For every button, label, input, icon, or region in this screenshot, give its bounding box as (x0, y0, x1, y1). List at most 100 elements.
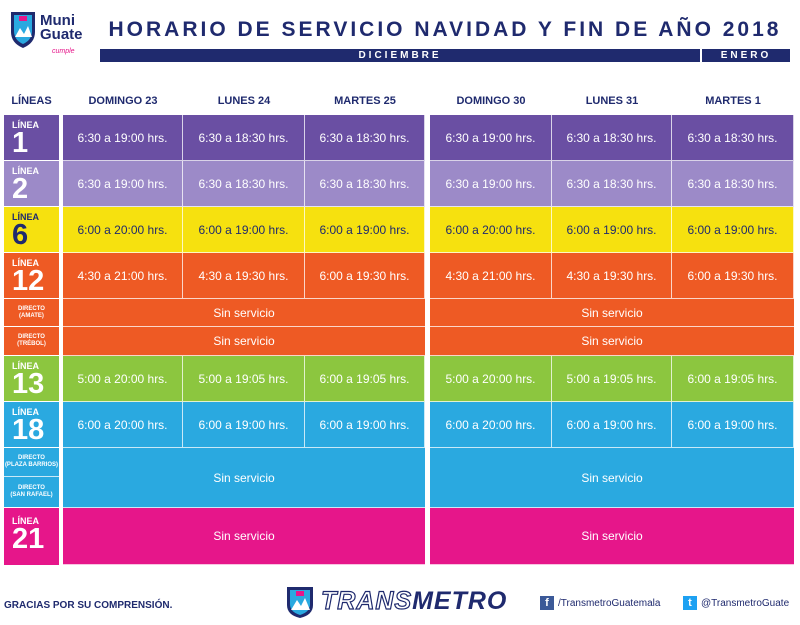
facebook-link[interactable]: f /TransmetroGuatemala (540, 596, 660, 610)
row-label-number: 6 (12, 219, 29, 251)
schedule-cell: 6:30 a 18:30 hrs. (183, 115, 305, 161)
row-label-linea-18: LÍNEA 18 (4, 402, 59, 447)
row-label-directo-amate: DIRECTO (AMATE) (4, 299, 59, 326)
month-bar-december: DICIEMBRE (100, 49, 700, 62)
column-header-domingo-23: DOMINGO 23 (88, 95, 158, 107)
row-label-number: 2 (12, 173, 29, 205)
no-service-cell: Sin servicio (63, 508, 425, 565)
month-bar-january: ENERO (702, 49, 790, 62)
schedule-cell: 6:00 a 20:00 hrs. (430, 402, 552, 448)
thanks-message: GRACIAS POR SU COMPRENSIÓN. (4, 600, 173, 611)
schedule-cell: 6:30 a 18:30 hrs. (672, 161, 794, 207)
row-label-small: DIRECTO (18, 485, 45, 491)
schedule-cell: 4:30 a 19:30 hrs. (552, 253, 672, 299)
schedule-cell: 6:00 a 19:30 hrs. (305, 253, 425, 299)
schedule-cell: 6:00 a 19:30 hrs. (672, 253, 794, 299)
page-title: HORARIO DE SERVICIO NAVIDAD Y FIN DE AÑO… (108, 18, 782, 41)
row-label-small: LÍNEA (12, 361, 39, 371)
schedule-cell: 6:00 a 19:00 hrs. (183, 402, 305, 448)
row-label-number: 21 (12, 523, 45, 555)
schedule-cell: 6:00 a 19:00 hrs. (552, 402, 672, 448)
schedule-cell: 6:00 a 20:00 hrs. (63, 207, 183, 253)
schedule-cell: 6:00 a 19:00 hrs. (183, 207, 305, 253)
row-label-small: DIRECTO (18, 455, 45, 461)
schedule-cell: 6:30 a 18:30 hrs. (552, 115, 672, 161)
row-label-number: 13 (12, 368, 45, 400)
no-service-cell: Sin servicio (430, 508, 794, 565)
row-label-small: (AMATE) (19, 312, 44, 319)
no-service-cell: Sin servicio (63, 327, 425, 356)
brand-trans: TRANS (320, 586, 413, 615)
row-label-small: LÍNEA (12, 258, 39, 268)
schedule-cell: 6:30 a 19:00 hrs. (63, 161, 183, 207)
no-service-cell: Sin servicio (63, 448, 425, 508)
twitter-handle: @TransmetroGuate (701, 597, 790, 609)
row-label-number: 1 (12, 127, 29, 159)
row-label-linea-1: LÍNEA 1 (4, 115, 59, 160)
brand-metro: METRO (412, 587, 508, 615)
row-label-small: DIRECTO (18, 305, 45, 312)
muniguate-logo: Muni Guate cumple (8, 10, 98, 66)
facebook-handle: /TransmetroGuatemala (558, 597, 661, 609)
schedule-cell: 6:00 a 19:00 hrs. (305, 402, 425, 448)
row-label-linea-6: LÍNEA 6 (4, 207, 59, 252)
row-label-small: LÍNEA (12, 516, 39, 526)
schedule-cell: 6:30 a 18:30 hrs. (672, 115, 794, 161)
no-service-cell: Sin servicio (63, 299, 425, 327)
row-label-small: (PLAZA BARRIOS) (4, 462, 59, 468)
row-label-directo-trebol: DIRECTO (TRÉBOL) (4, 327, 59, 355)
lines-column-header: LÍNEAS (11, 95, 52, 107)
munguate-shield-icon (11, 12, 35, 48)
no-service-cell: Sin servicio (430, 448, 794, 508)
schedule-cell: 6:00 a 19:00 hrs. (672, 402, 794, 448)
twitter-icon: t (683, 596, 697, 610)
schedule-cell: 6:30 a 18:30 hrs. (183, 161, 305, 207)
no-service-cell: Sin servicio (430, 299, 794, 327)
column-header-domingo-30: DOMINGO 30 (456, 95, 526, 107)
row-label-linea-13: LÍNEA 13 (4, 356, 59, 401)
row-label-directo-san-rafael: DIRECTO (SAN RAFAEL) (4, 477, 59, 507)
schedule-cell: 6:30 a 18:30 hrs. (305, 115, 425, 161)
facebook-icon: f (540, 596, 554, 610)
schedule-cell: 5:00 a 19:05 hrs. (183, 356, 305, 402)
schedule-cell: 6:00 a 19:05 hrs. (305, 356, 425, 402)
row-label-small: LÍNEA (12, 120, 39, 130)
schedule-cell: 5:00 a 19:05 hrs. (552, 356, 672, 402)
column-header-martes-25: MARTES 25 (334, 95, 396, 107)
row-label-linea-12: LÍNEA 12 (4, 253, 59, 298)
schedule-cell: 6:00 a 20:00 hrs. (430, 207, 552, 253)
schedule-cell: 5:00 a 20:00 hrs. (63, 356, 183, 402)
logo-tagline: cumple (52, 48, 75, 55)
column-header-lunes-31: LUNES 31 (585, 95, 639, 107)
transmetro-logo: TRANSMETRO (285, 585, 510, 621)
row-label-small: (SAN RAFAEL) (10, 492, 53, 498)
schedule-cell: 4:30 a 21:00 hrs. (430, 253, 552, 299)
schedule-cell: 6:00 a 19:00 hrs. (552, 207, 672, 253)
schedule-cell: 6:30 a 19:00 hrs. (430, 161, 552, 207)
schedule-cell: 6:30 a 18:30 hrs. (552, 161, 672, 207)
row-label-small: (TRÉBOL) (17, 341, 46, 347)
logo-text-muni: Muni (40, 12, 75, 29)
row-label-small: LÍNEA (12, 407, 39, 417)
row-label-small: DIRECTO (18, 334, 45, 340)
row-label-linea-21: LÍNEA 21 (4, 508, 59, 565)
column-header-lunes-24: LUNES 24 (217, 95, 271, 107)
row-label-number: 12 (12, 265, 45, 297)
schedule-cell: 6:30 a 19:00 hrs. (430, 115, 552, 161)
column-header-martes-1: MARTES 1 (705, 95, 761, 107)
no-service-cell: Sin servicio (430, 327, 794, 356)
schedule-cell: 6:00 a 19:05 hrs. (672, 356, 794, 402)
row-label-small: LÍNEA (12, 212, 39, 222)
row-label-directo-plaza-barrios: DIRECTO (PLAZA BARRIOS) (4, 448, 59, 477)
row-label-small: LÍNEA (12, 166, 39, 176)
transmetro-shield-icon (287, 587, 313, 618)
schedule-cell: 6:00 a 19:00 hrs. (672, 207, 794, 253)
schedule-cell: 4:30 a 19:30 hrs. (183, 253, 305, 299)
row-label-number: 18 (12, 414, 45, 446)
twitter-link[interactable]: t @TransmetroGuate (683, 596, 789, 610)
schedule-cell: 6:00 a 20:00 hrs. (63, 402, 183, 448)
schedule-cell: 4:30 a 21:00 hrs. (63, 253, 183, 299)
schedule-cell: 6:00 a 19:00 hrs. (305, 207, 425, 253)
schedule-cell: 6:30 a 18:30 hrs. (305, 161, 425, 207)
schedule-cell: 6:30 a 19:00 hrs. (63, 115, 183, 161)
